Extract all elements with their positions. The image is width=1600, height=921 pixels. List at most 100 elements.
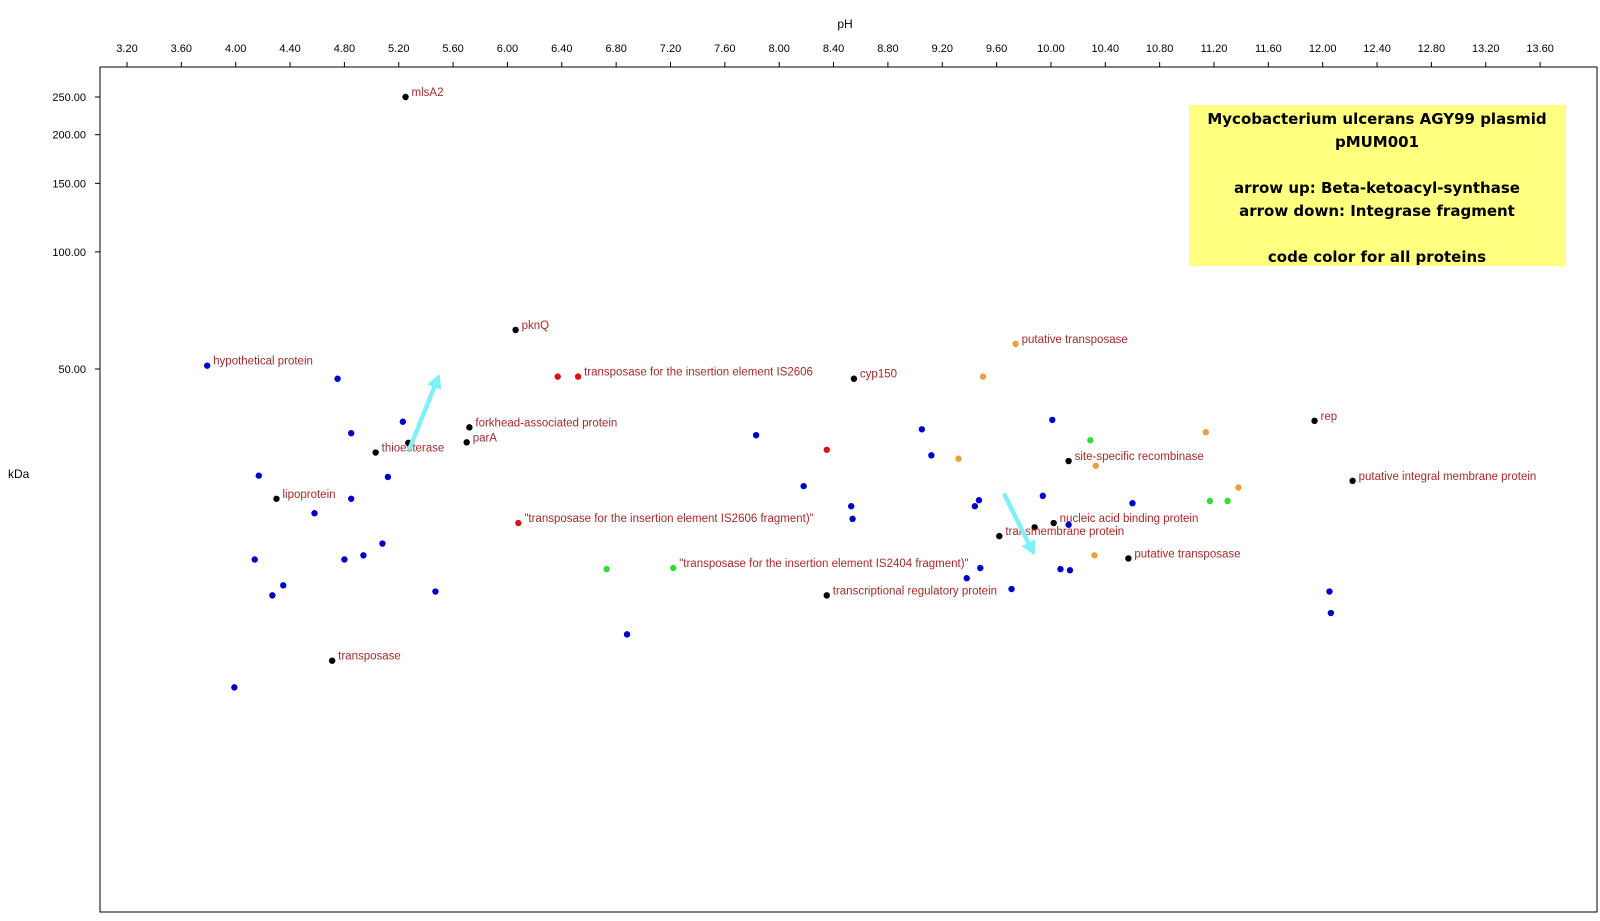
legend-line: arrow down: Integrase fragment [1239,202,1515,220]
data-point [1224,497,1231,505]
data-point [670,564,677,572]
x-tick-label: 11.20 [1201,43,1228,55]
data-point [979,373,987,380]
data-point [311,510,318,517]
data-point [280,582,287,589]
point-label: pknQ [522,320,550,332]
data-point [1087,437,1094,444]
point-label: putative transposase [1022,334,1128,346]
x-tick-label: 12.80 [1418,43,1446,55]
data-point [255,472,262,479]
data-point [1327,609,1335,617]
plot-frame [99,66,1598,913]
legend-line: arrow up: Beta-ketoacyl-synthase [1234,179,1520,197]
data-point [928,452,935,459]
legend-line: pMUM001 [1335,133,1419,151]
data-point [269,592,276,599]
data-point [1065,521,1072,528]
x-axis: 3.20 3.60 4.00 4.40 4.80 5.20 5.60 6.00 6.40 6.80… [116,43,1554,67]
data-point [347,429,355,437]
data-point [231,684,238,691]
legend-line: Mycobacterium ulcerans AGY99 plasmid [1207,110,1546,128]
arrow-head [427,374,442,391]
point-label: lipoprotein [282,489,335,501]
point-label: nucleic acid binding protein [1060,513,1199,525]
data-point [1125,555,1132,562]
point-label: transposase [338,651,401,663]
data-point [1008,585,1015,593]
data-point [379,540,386,547]
data-point [1039,492,1046,500]
data-point [918,426,926,433]
x-tick-label: 6.00 [497,43,518,55]
data-point [402,93,409,101]
data-point [848,503,855,510]
y-tick-label: 150.00 [52,178,86,190]
point-label: putative transposase [1134,548,1240,560]
data-point [466,424,473,431]
point-label: putative integral membrane protein [1359,471,1537,483]
data-point [623,631,631,638]
legend-box [1189,105,1566,266]
data-point [800,482,807,490]
data-point [977,564,984,572]
x-tick-label: 7.20 [660,43,681,55]
point-label: forkhead-associated protein [475,417,617,429]
x-tick-label: 8.00 [768,43,789,55]
point-label: cyp150 [860,369,897,381]
y-tick-label: 50.00 [58,364,86,376]
data-point [603,565,610,573]
x-tick-label: 6.80 [605,43,626,55]
data-point [512,326,519,334]
data-point [1091,552,1098,559]
data-point [1057,565,1064,573]
x-tick-label: 13.60 [1526,43,1554,55]
data-point [1349,477,1356,485]
point-label: mlsA2 [412,87,444,99]
data-point [1031,524,1038,531]
point-label: transmembrane protein [1005,526,1124,538]
data-point [432,588,439,595]
x-tick-label: 11.60 [1255,43,1282,55]
y-tick-label: 200.00 [52,130,86,142]
data-point [1206,497,1214,505]
x-tick-label: 12.00 [1309,43,1337,55]
data-point [996,532,1003,540]
data-point [372,449,379,456]
point-label: "transposase for the insertion element I… [679,558,968,570]
data-point [1326,588,1333,595]
point-label: hypothetical protein [213,356,313,368]
data-point [823,446,830,453]
x-tick-label: 13.20 [1472,43,1500,55]
point-label: transcriptional regulatory protein [833,585,997,597]
x-axis-title: pH [837,17,852,31]
data-point [554,373,561,380]
data-point [955,455,962,462]
x-tick-label: 12.40 [1363,43,1391,55]
x-tick-label: 5.60 [442,43,463,55]
x-tick-label: 3.60 [171,43,192,55]
data-point [384,473,392,481]
y-tick-label: 100.00 [52,247,86,259]
data-point [971,503,979,510]
point-label: site-specific recombinase [1075,451,1204,463]
x-tick-label: 10.00 [1037,43,1065,55]
x-tick-label: 6.40 [551,43,572,55]
y-tick-label: 250.00 [52,92,86,104]
arrow-head [1021,539,1036,556]
x-tick-label: 4.80 [334,43,355,55]
data-point [334,375,341,382]
x-tick-label: 4.40 [279,43,300,55]
data-point [1065,457,1072,465]
data-point [347,495,355,502]
data-point [1012,340,1019,348]
x-tick-label: 4.00 [225,43,246,55]
point-label: parA [473,432,498,444]
data-point [1311,417,1318,425]
x-tick-label: 10.40 [1092,43,1120,55]
annotation-arrows [407,374,1036,556]
data-point [360,552,367,559]
point-label: "transposase for the insertion element I… [524,513,813,525]
data-point [1066,567,1074,574]
legend-line: code color for all proteins [1268,248,1486,266]
